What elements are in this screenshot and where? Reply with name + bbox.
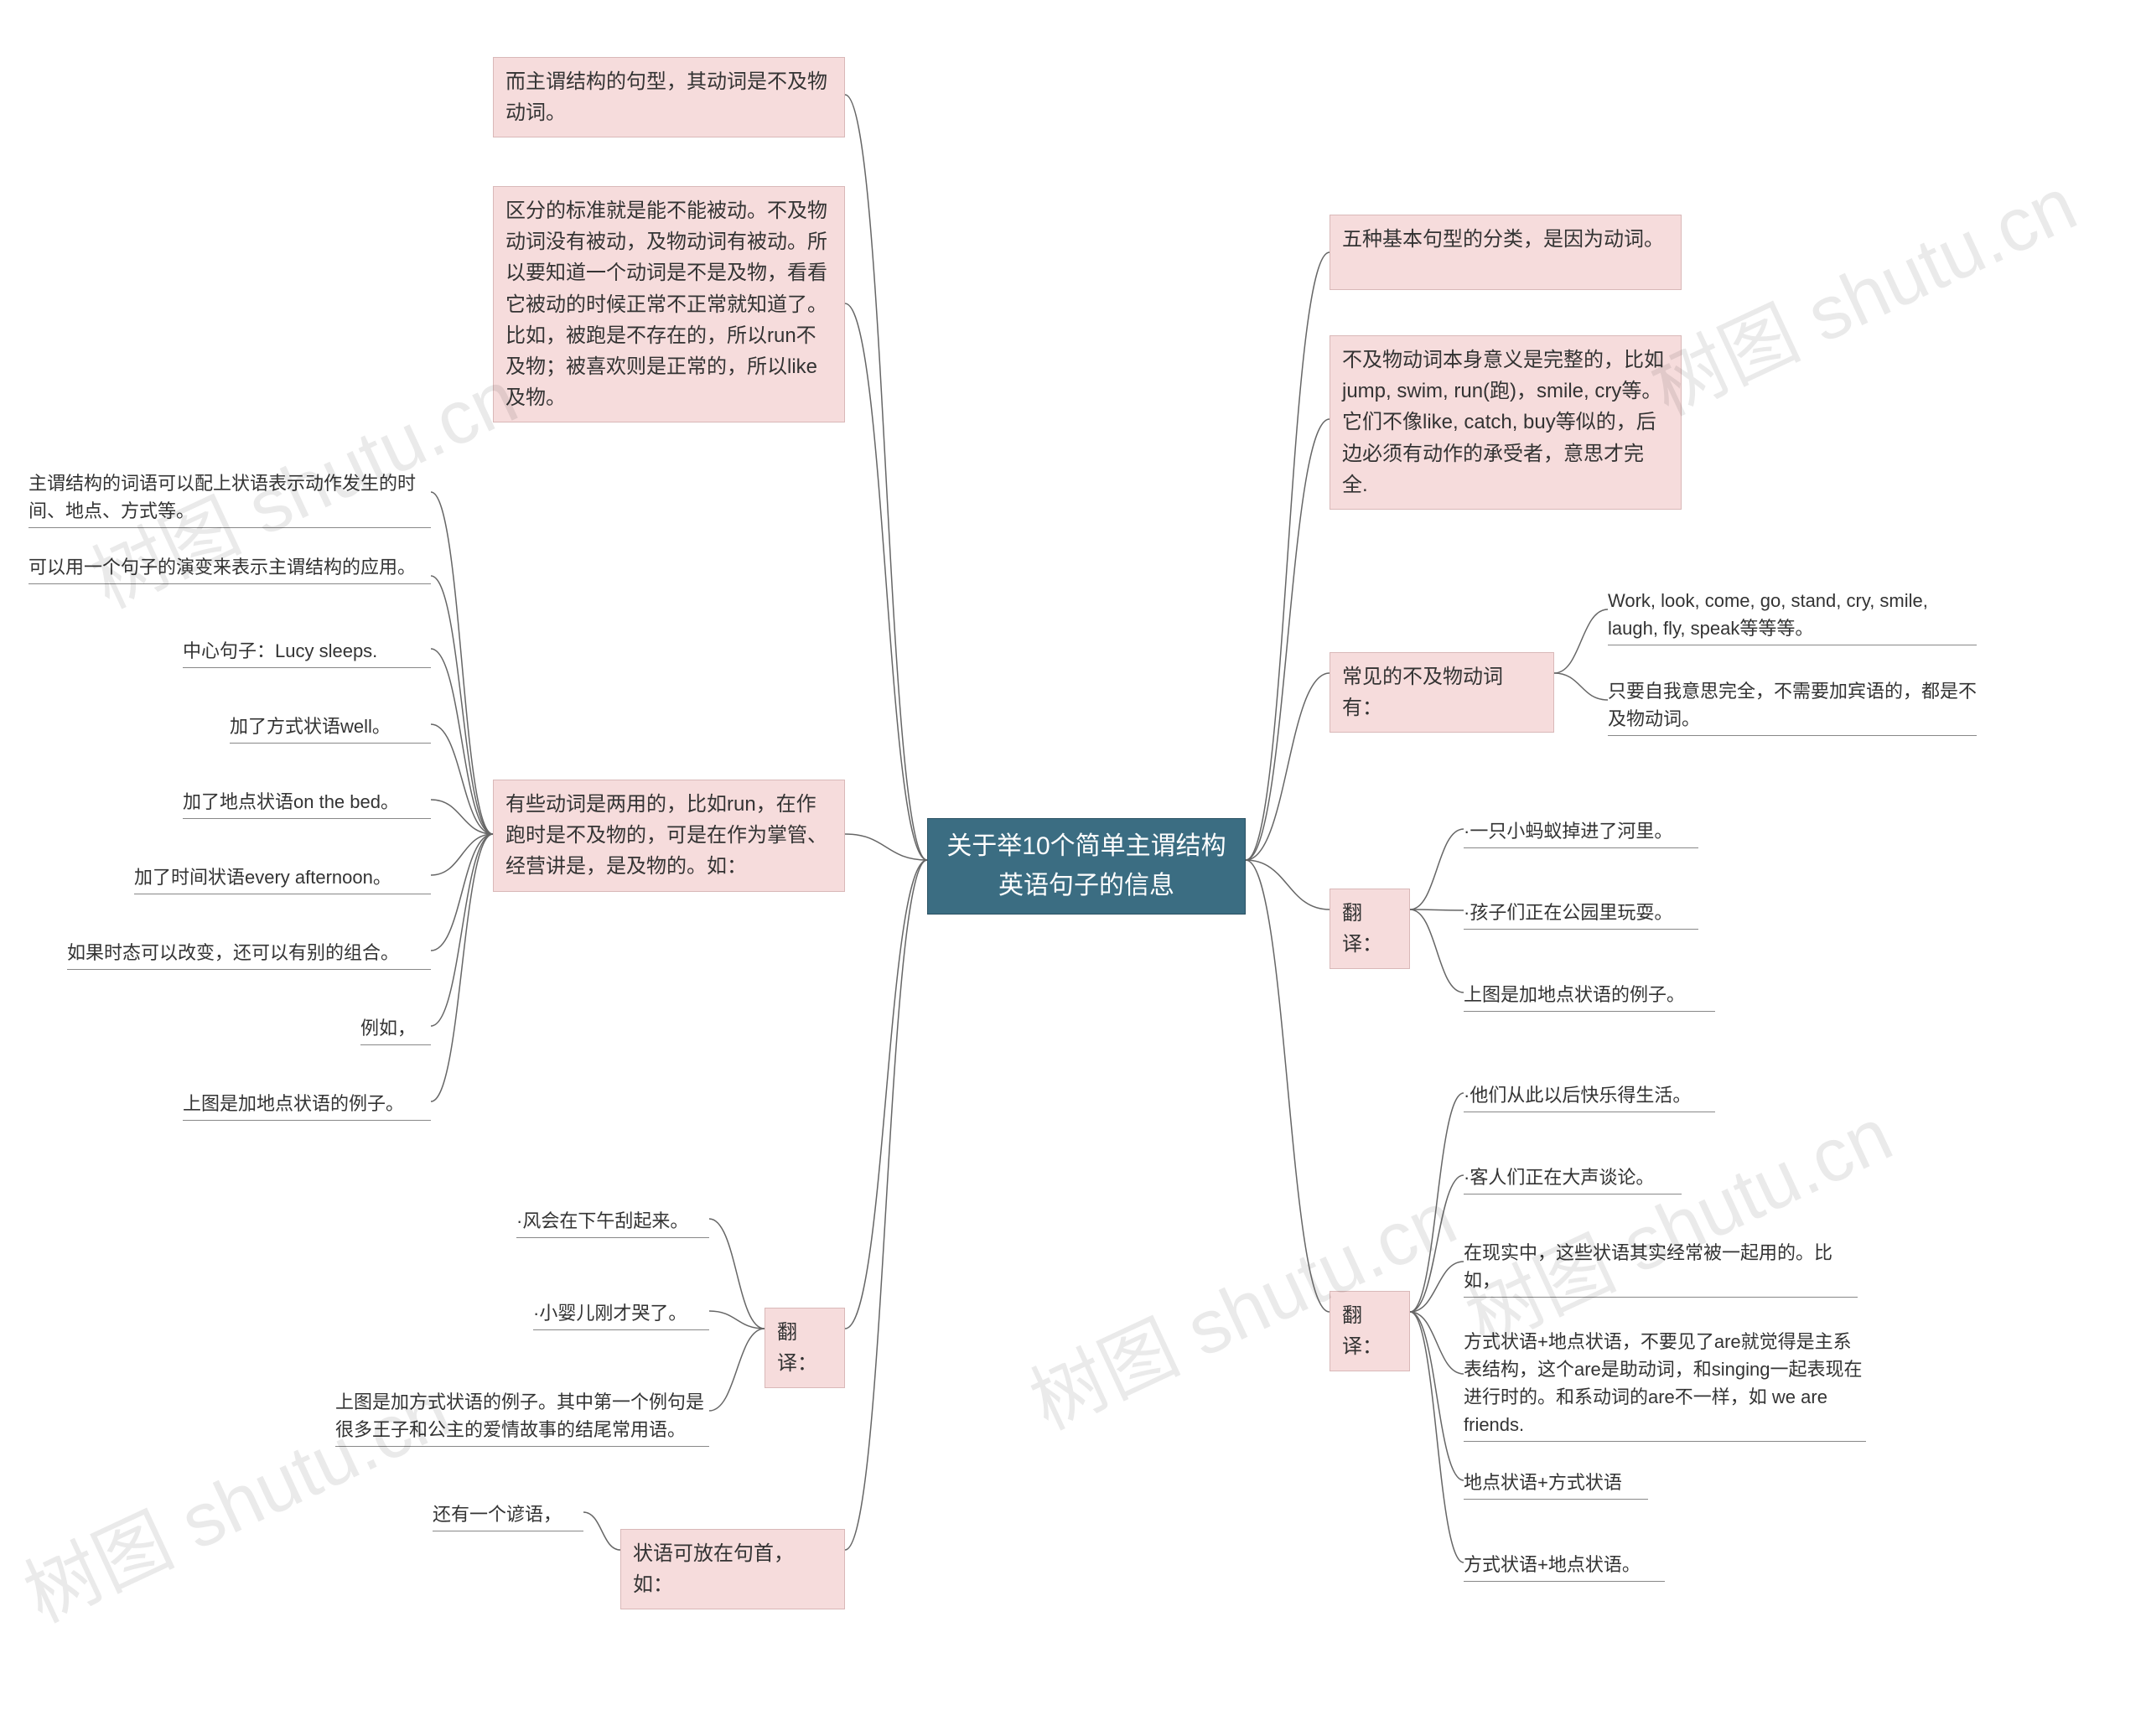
connector: [431, 834, 493, 875]
connector: [709, 1329, 765, 1411]
leaf-node: 加了方式状语well。: [230, 713, 431, 740]
connector: [1554, 673, 1608, 700]
connector: [1410, 1312, 1464, 1562]
leaf-node: 上图是加地点状语的例子。: [183, 1090, 431, 1117]
leaf-node: 地点状语+方式状语: [1464, 1469, 1648, 1496]
leaf-node: 方式状语+地点状语。: [1464, 1551, 1665, 1578]
leaf-node: 在现实中，这些状语其实经常被一起用的。比如，: [1464, 1239, 1858, 1294]
node-text: 而主谓结构的句型，其动词是不及物动词。: [505, 70, 827, 124]
connector: [1410, 1093, 1464, 1312]
connector: [583, 1512, 620, 1550]
connector: [845, 860, 927, 1329]
connector: [1246, 252, 1330, 860]
connector: [431, 724, 493, 834]
connector: [1554, 609, 1608, 673]
branch-node: 常见的不及物动词有：: [1330, 652, 1554, 733]
node-text: 关于举10个简单主谓结构英语句子的信息: [940, 827, 1233, 905]
connector: [1410, 1262, 1464, 1312]
leaf-node: 可以用一个句子的演变来表示主谓结构的应用。: [29, 553, 431, 581]
leaf-node: 上图是加地点状语的例子。: [1464, 981, 1715, 1008]
leaf-node: ·风会在下午刮起来。: [516, 1207, 709, 1235]
connector: [1246, 673, 1330, 860]
leaf-node: 加了时间状语every afternoon。: [134, 863, 431, 891]
node-text: 区分的标准就是能不能被动。不及物动词没有被动，及物动词有被动。所以要知道一个动词…: [505, 200, 827, 409]
connector: [709, 1219, 765, 1329]
connector: [431, 800, 493, 834]
connector: [1246, 860, 1330, 909]
branch-node: 翻译：: [1330, 1291, 1410, 1371]
connector: [431, 649, 493, 834]
connector: [1410, 1312, 1464, 1480]
leaf-node: Work, look, come, go, stand, cry, smile,…: [1608, 587, 1977, 642]
branch-node: 五种基本句型的分类，是因为动词。: [1330, 215, 1682, 290]
connector: [1410, 829, 1464, 909]
leaf-node: 如果时态可以改变，还可以有别的组合。: [67, 939, 431, 966]
connector: [845, 95, 927, 860]
connector: [431, 834, 493, 1101]
connector: [709, 1311, 765, 1329]
root-node: 关于举10个简单主谓结构英语句子的信息: [927, 818, 1246, 915]
branch-node: 翻译：: [765, 1308, 845, 1388]
node-text: 状语可放在句首，如：: [633, 1542, 794, 1596]
connector: [1246, 419, 1330, 860]
node-text: 不及物动词本身意义是完整的，比如jump, swim, run(跑)，smile…: [1342, 349, 1664, 496]
watermark: 树图 shutu.cn: [1446, 1075, 1906, 1366]
mindmap-canvas: 关于举10个简单主谓结构英语句子的信息 而主谓结构的句型，其动词是不及物动词。区分…: [0, 0, 2146, 1736]
leaf-node: 上图是加方式状语的例子。其中第一个例句是很多王子和公主的爱情故事的结尾常用语。: [335, 1388, 709, 1443]
branch-node: 有些动词是两用的，比如run，在作跑时是不及物的，可是在作为掌管、经营讲是，是及…: [493, 780, 845, 892]
connector: [1410, 909, 1464, 910]
leaf-node: ·孩子们正在公园里玩耍。: [1464, 899, 1698, 926]
connector: [1410, 1175, 1464, 1312]
leaf-node: 例如，: [360, 1014, 431, 1042]
node-text: 翻译：: [1342, 1304, 1382, 1358]
connector: [431, 492, 493, 834]
watermark: 树图 shutu.cn: [1630, 144, 2091, 436]
branch-node: 区分的标准就是能不能被动。不及物动词没有被动，及物动词有被动。所以要知道一个动词…: [493, 186, 845, 422]
leaf-node: ·客人们正在大声谈论。: [1464, 1163, 1682, 1191]
branch-node: 不及物动词本身意义是完整的，比如jump, swim, run(跑)，smile…: [1330, 335, 1682, 510]
node-text: 翻译：: [1342, 902, 1382, 956]
connector: [431, 834, 493, 951]
node-text: 常见的不及物动词有：: [1342, 666, 1503, 719]
connector: [845, 860, 927, 1550]
leaf-node: ·小婴儿刚才哭了。: [533, 1299, 709, 1327]
leaf-node: ·一只小蚂蚁掉进了河里。: [1464, 817, 1698, 845]
node-text: 有些动词是两用的，比如run，在作跑时是不及物的，可是在作为掌管、经营讲是，是及…: [505, 793, 827, 878]
node-text: 五种基本句型的分类，是因为动词。: [1342, 228, 1664, 251]
leaf-node: 还有一个谚语，: [433, 1500, 583, 1528]
connector: [1410, 909, 1464, 992]
branch-node: 而主谓结构的句型，其动词是不及物动词。: [493, 57, 845, 137]
node-text: 翻译：: [777, 1321, 817, 1375]
branch-node: 翻译：: [1330, 889, 1410, 969]
connector: [431, 834, 493, 1026]
connector: [1410, 1312, 1464, 1374]
leaf-node: 方式状语+地点状语，不要见了are就觉得是主系表结构，这个are是助动词，和si…: [1464, 1328, 1866, 1438]
branch-node: 状语可放在句首，如：: [620, 1529, 845, 1609]
leaf-node: 中心句子：Lucy sleeps.: [183, 637, 431, 665]
leaf-node: 主谓结构的词语可以配上状语表示动作发生的时间、地点、方式等。: [29, 469, 431, 525]
connector: [845, 834, 927, 860]
connector: [1246, 860, 1330, 1312]
connector: [431, 576, 493, 834]
leaf-node: 加了地点状语on the bed。: [183, 788, 431, 816]
leaf-node: 只要自我意思完全，不需要加宾语的，都是不及物动词。: [1608, 677, 1977, 733]
leaf-node: ·他们从此以后快乐得生活。: [1464, 1081, 1715, 1109]
connector: [845, 303, 927, 860]
